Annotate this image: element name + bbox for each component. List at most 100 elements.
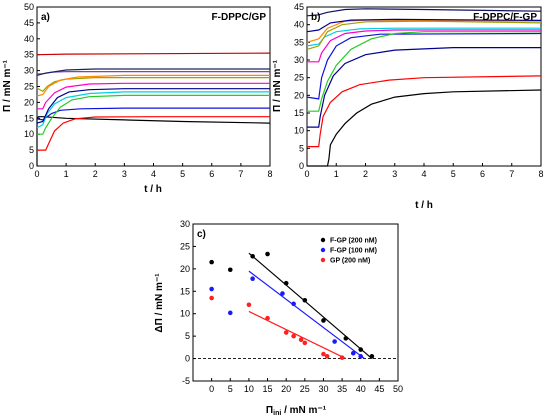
panel-c-point-series-3 — [324, 354, 330, 359]
panel-c-fit-line-2 — [248, 270, 365, 360]
panel-c-point-series-1 — [358, 347, 364, 352]
panel-a-ytick-label: 30 — [24, 66, 34, 76]
panel-c-ytick-label: 0 — [185, 354, 190, 364]
panel-a-series-line-12 — [36, 52, 271, 56]
panel-b-series-line-1 — [307, 89, 542, 167]
panel-b-ylabel: Π / mN m⁻¹ — [272, 59, 283, 112]
panel-c-point-series-3 — [209, 295, 214, 301]
panel-a-series-line-10 — [37, 70, 270, 75]
panel-b-ytick-label: 0 — [299, 161, 304, 171]
panel-b-xtick-label: 5 — [451, 169, 456, 179]
panel-a-ytick-label: 5 — [29, 145, 34, 155]
panel-c-point-series-3 — [246, 302, 252, 308]
panel-a-ytick-label: 20 — [24, 97, 34, 107]
panel-a-series-line-11 — [36, 68, 270, 76]
panel-b-ytick-label: 15 — [294, 108, 304, 118]
panel-b-xtick-label: 0 — [304, 169, 309, 179]
panel-a-series-line-4 — [37, 94, 270, 135]
panel-c-ytick-label: 20 — [180, 264, 190, 274]
panel-c-point-series-2 — [250, 276, 255, 282]
panel-c-xtick-label: 10 — [244, 384, 254, 394]
panel-c-point-series-1 — [283, 280, 289, 286]
panel-b-ytick-label: 45 — [294, 2, 304, 12]
panel-a-series-line-1 — [36, 116, 271, 166]
panel-c-xtick-label: 45 — [374, 384, 384, 394]
panel-b-ytick-label: 30 — [294, 55, 304, 65]
panel-c-point-series-2 — [358, 354, 364, 359]
legend-marker-gp-200 — [320, 257, 326, 263]
panel-b-xtick-label: 7 — [509, 169, 514, 179]
panel-b-series-line-10 — [306, 18, 542, 33]
panel-a-ytick-label: 15 — [24, 113, 34, 123]
panel-b-xtick-label: 8 — [538, 169, 543, 179]
panel-c-point-series-2 — [280, 291, 285, 296]
panel-c-legend: F-GP (200 nM) F-GP (100 nM) GP (200 nM) — [320, 237, 377, 265]
legend-marker-f-gp-100 — [320, 247, 326, 253]
panel-a-ytick-label: 25 — [24, 82, 34, 92]
panel-b-xtick-label: 1 — [334, 169, 339, 179]
panel-c-xlabel-sub: ini — [273, 410, 281, 417]
panel-b-series-line-4 — [306, 32, 542, 100]
panel-c-ytick-label: 30 — [180, 219, 190, 229]
panel-c-ytick-label: 5 — [185, 331, 190, 341]
panel-c-xtick-label: 30 — [318, 384, 328, 394]
panel-c-xtick-label: 40 — [356, 384, 366, 394]
panel-c-label: c) — [197, 229, 206, 240]
legend-label-f-gp-100: F-GP (100 nM) — [330, 248, 377, 255]
panel-c-point-series-3 — [265, 315, 270, 321]
panel-c-point-series-2 — [227, 310, 233, 316]
panel-c-point-series-3 — [291, 333, 296, 339]
panel-a-series-line-5 — [36, 91, 270, 129]
panel-a-series-line-2 — [37, 116, 270, 151]
panel-c-point-series-2 — [332, 339, 337, 344]
panel-a-xtick-label: 2 — [93, 169, 98, 179]
panel-a-xtick-label: 7 — [238, 169, 243, 179]
panel-c-point-series-1 — [227, 267, 233, 273]
panel-a-ytick-label: 50 — [24, 2, 34, 12]
panel-a-ytick-label: 10 — [24, 129, 34, 139]
panel-c-ytick-label: 25 — [180, 241, 190, 251]
panel-c-point-series-2 — [291, 301, 296, 307]
panel-c-fit-line-3 — [248, 310, 347, 360]
panel-c-point-series-1 — [250, 253, 255, 259]
panel-c-point-series-3 — [339, 355, 345, 360]
panel-c-ticks: 0 5 10 15 20 25 30 35 40 45 50 -5 0 5 10 15 20 25 30 — [180, 219, 403, 394]
panel-c-point-series-3 — [298, 337, 304, 343]
panel-b-label: b) — [311, 12, 320, 23]
panel-a-xtick-label: 1 — [64, 169, 69, 179]
legend-label-f-gp-200: F-GP (200 nM) — [330, 238, 377, 245]
panel-c-frame — [192, 223, 399, 382]
panel-c: 0 5 10 15 20 25 30 35 40 45 50 -5 0 5 10 15 20 25 30 c) F-… — [154, 219, 403, 417]
panel-b-xtick-label: 3 — [392, 169, 397, 179]
legend-label-gp-200: GP (200 nM) — [330, 258, 370, 265]
panel-b-xlabel: t / h — [415, 200, 433, 211]
panel-c-point-series-3 — [302, 340, 308, 346]
panel-c-xlabel-rest: / mN m⁻¹ — [281, 405, 326, 416]
panel-c-fit-line-1 — [248, 252, 373, 360]
panel-c-point-series-2 — [350, 350, 356, 356]
panel-a-xtick-label: 3 — [122, 169, 127, 179]
panel-b-title: F-DPPC/F-GP — [473, 12, 537, 23]
panel-a-xlabel: t / h — [144, 184, 162, 195]
panel-c-ylabel: ΔΠ / mN m⁻¹ — [154, 273, 165, 333]
panel-a-xtick-label: 0 — [34, 169, 39, 179]
panel-b-series-line-11 — [306, 8, 542, 17]
panel-a-ytick-label: 35 — [24, 50, 34, 60]
panel-a-label: a) — [41, 12, 50, 23]
panel-c-xlabel: Πini / mN m⁻¹ — [266, 405, 327, 417]
panel-c-xtick-label: 35 — [337, 384, 347, 394]
panel-a-xtick-label: 4 — [151, 169, 156, 179]
panel-b-xtick-label: 6 — [480, 169, 485, 179]
panel-b-xtick-label: 4 — [421, 169, 426, 179]
legend-marker-f-gp-200 — [320, 237, 326, 243]
panel-c-point-series-3 — [283, 330, 289, 335]
panel-a-ytick-label: 0 — [29, 161, 34, 171]
panel-a-series-line-7 — [37, 82, 270, 110]
panel-a-series-line-9 — [36, 74, 270, 97]
panel-c-ytick-label: 15 — [180, 286, 190, 296]
panel-c-point-series-1 — [343, 336, 349, 341]
panel-a-ytick-label: 40 — [24, 34, 34, 44]
